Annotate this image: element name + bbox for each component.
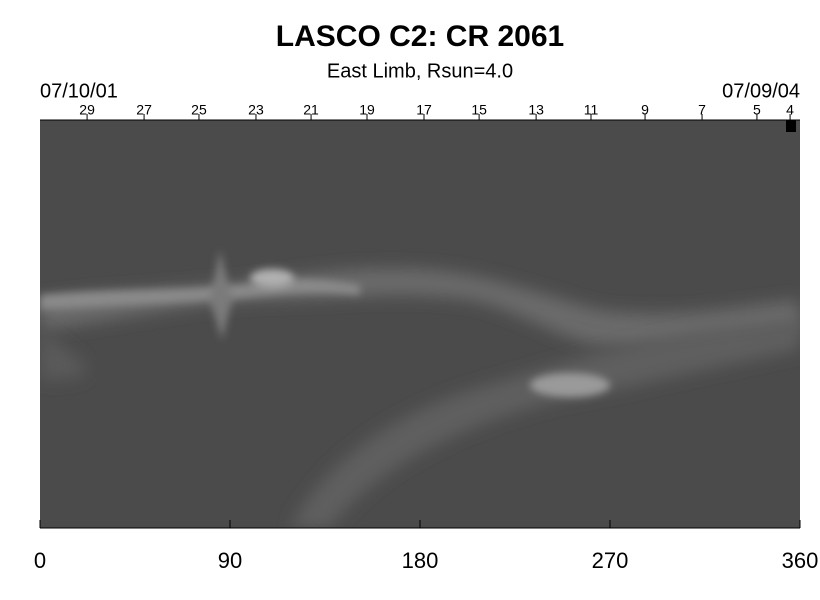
top-tick-label: 9 xyxy=(641,102,649,118)
top-tick-label: 4 xyxy=(786,102,794,118)
top-tick-label: 5 xyxy=(753,102,761,118)
top-tick-label: 21 xyxy=(303,102,319,118)
top-tick-label: 13 xyxy=(528,102,544,118)
x-tick-label: 270 xyxy=(592,548,629,573)
x-tick-label: 360 xyxy=(782,548,819,573)
x-tick-label: 180 xyxy=(402,548,439,573)
top-tick-label: 19 xyxy=(359,102,375,118)
chart-subtitle: East Limb, Rsun=4.0 xyxy=(327,60,513,82)
end-date: 07/09/04 xyxy=(722,80,800,102)
top-tick-label: 29 xyxy=(79,102,95,118)
top-tick-label: 27 xyxy=(136,102,152,118)
top-tick-label: 17 xyxy=(416,102,432,118)
x-tick-label: 0 xyxy=(34,548,46,573)
top-tick-label: 11 xyxy=(584,102,599,118)
top-tick-label: 23 xyxy=(248,102,264,118)
start-date: 07/10/01 xyxy=(40,80,118,102)
chart-title: LASCO C2: CR 2061 xyxy=(276,20,564,53)
top-tick-label: 25 xyxy=(191,102,207,118)
top-tick-label: 15 xyxy=(471,102,487,118)
synoptic-map xyxy=(40,120,800,528)
x-tick-label: 90 xyxy=(218,548,242,573)
top-tick-label: 7 xyxy=(698,102,706,118)
